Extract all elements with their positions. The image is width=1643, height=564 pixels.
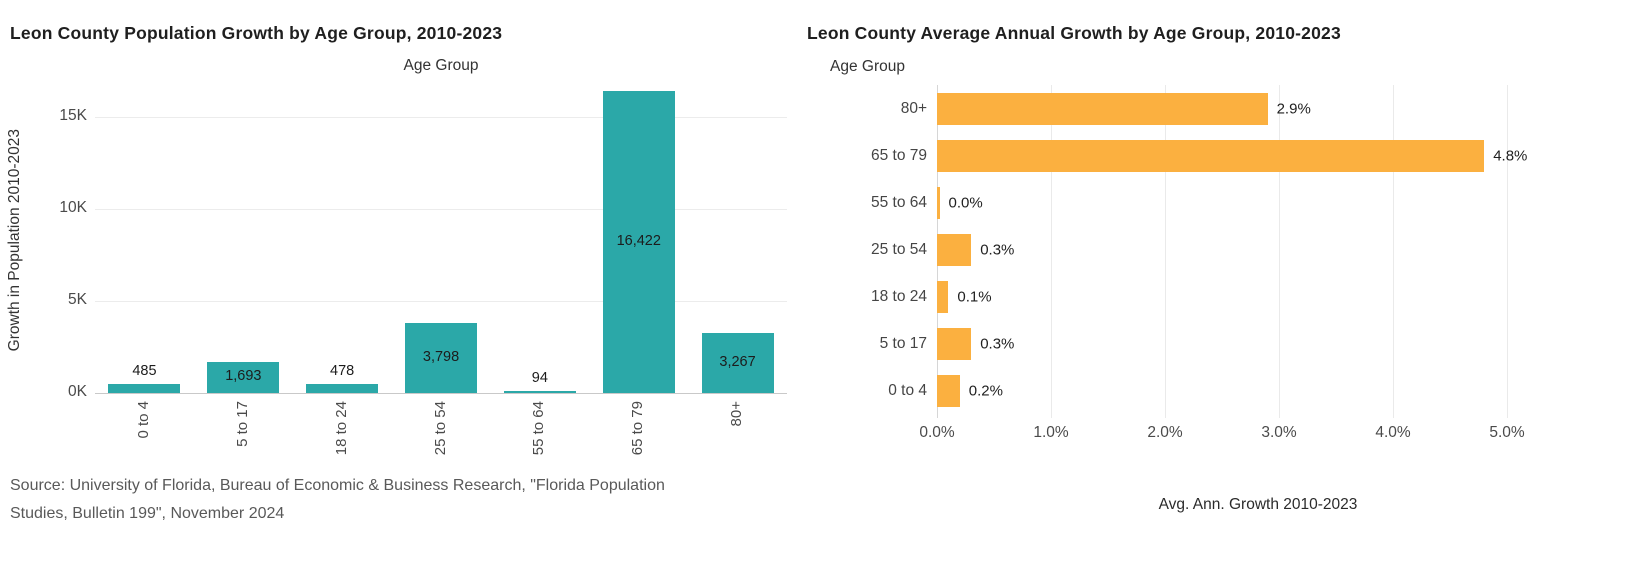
y-tick-label: 10K bbox=[59, 199, 87, 217]
bar[interactable] bbox=[937, 92, 1268, 125]
gridline-x bbox=[1393, 85, 1394, 418]
category-label: 0 to 4 bbox=[888, 381, 927, 399]
bar-value-label: 4.8% bbox=[1493, 147, 1528, 164]
chart-title: Leon County Average Annual Growth by Age… bbox=[807, 22, 1341, 43]
bar-row: 5 to 17 0.3% bbox=[805, 320, 1643, 367]
gridline-x bbox=[1507, 85, 1508, 418]
bar[interactable] bbox=[405, 323, 477, 393]
x-tick-label: 2.0% bbox=[1147, 424, 1183, 441]
x-tick-label: 1.0% bbox=[1033, 424, 1069, 441]
bar[interactable] bbox=[937, 327, 972, 360]
category-label: 25 to 54 bbox=[870, 240, 927, 258]
avg-annual-growth-chart: Leon County Average Annual Growth by Age… bbox=[805, 0, 1643, 564]
population-growth-chart: Leon County Population Growth by Age Gro… bbox=[0, 0, 800, 564]
bar-row: 0 to 4 0.2% bbox=[805, 367, 1643, 414]
bar-value-label: 0.2% bbox=[968, 382, 1003, 399]
bar[interactable] bbox=[937, 233, 972, 266]
bar-row: 18 to 24 0.1% bbox=[805, 273, 1643, 320]
bar[interactable] bbox=[306, 384, 379, 393]
bar-value-label: 0.3% bbox=[980, 241, 1015, 258]
bar-row: 25 to 54 0.3% bbox=[805, 226, 1643, 273]
gridline-y bbox=[95, 209, 787, 211]
y-tick-label: 15K bbox=[59, 107, 87, 125]
bar-value-label: 94 bbox=[531, 370, 548, 387]
plot-area: 80+ 2.9% 65 to 79 4.8% 55 to 64 0.0% 25 to 54 0… bbox=[805, 85, 1643, 414]
plot-area: 0K 5K 10K 15K 485 0 to 4 1,693 5 to 17 478 18 to … bbox=[59, 88, 787, 455]
bar-track: 0.0% bbox=[937, 186, 1507, 219]
category-label: 65 to 79 bbox=[870, 146, 927, 164]
gridline-y bbox=[95, 117, 787, 119]
source-note: Source: University of Florida, Bureau of… bbox=[10, 472, 800, 528]
category-axis-title: Age Group bbox=[830, 58, 905, 75]
bar-value-label: 0.3% bbox=[980, 335, 1015, 352]
bar-track: 0.2% bbox=[937, 374, 1507, 407]
x-tick-label: 0.0% bbox=[919, 424, 955, 441]
bar-track: 0.3% bbox=[937, 233, 1507, 266]
bar-track: 0.3% bbox=[937, 327, 1507, 360]
bar[interactable] bbox=[937, 139, 1485, 172]
bar-track: 2.9% bbox=[937, 92, 1507, 125]
bar[interactable] bbox=[602, 91, 675, 393]
bar-row: 80+ 2.9% bbox=[805, 85, 1643, 132]
gridline-y bbox=[95, 301, 787, 303]
bar-track: 4.8% bbox=[937, 139, 1527, 172]
x-axis-title: Avg. Ann. Growth 2010-2023 bbox=[1158, 496, 1358, 513]
bar-value-label: 1,693 bbox=[225, 368, 262, 385]
bar[interactable] bbox=[503, 391, 576, 393]
bar-track: 0.1% bbox=[937, 280, 1507, 313]
y-tick-label: 0K bbox=[68, 383, 87, 400]
gridline-y bbox=[95, 393, 787, 394]
gridline-x bbox=[1165, 85, 1166, 418]
bar-value-label: 478 bbox=[330, 363, 355, 380]
x-axis-ticks: 0.0% 1.0% 2.0% 3.0% 4.0% 5.0% bbox=[805, 424, 1643, 446]
y-axis-title: Growth in Population 2010-2023 bbox=[6, 129, 23, 352]
category-label: 80+ bbox=[900, 99, 927, 117]
category-label: 55 to 64 bbox=[870, 193, 927, 211]
bar-value-label: 3,798 bbox=[422, 349, 460, 366]
bar[interactable] bbox=[937, 374, 960, 407]
bar-value-label: 16,422 bbox=[616, 233, 661, 250]
category-label: 5 to 17 bbox=[879, 334, 927, 352]
source-line: Source: University of Florida, Bureau of… bbox=[10, 477, 665, 494]
bar-row: 65 to 79 4.8% bbox=[805, 132, 1643, 179]
bar-value-label: 485 bbox=[132, 363, 157, 380]
x-axis-title: Age Group bbox=[403, 57, 479, 74]
gridline-x bbox=[1279, 85, 1280, 418]
bar-row: 55 to 64 0.0% bbox=[805, 179, 1643, 226]
y-tick-label: 5K bbox=[68, 291, 87, 309]
gridline-x bbox=[1051, 85, 1052, 418]
bar[interactable] bbox=[207, 361, 280, 393]
bar-value-label: 0.0% bbox=[948, 194, 983, 211]
category-label: 18 to 24 bbox=[870, 287, 927, 305]
bar-value-label: 0.1% bbox=[957, 288, 992, 305]
x-tick-label: 3.0% bbox=[1261, 424, 1297, 441]
bar[interactable] bbox=[937, 186, 940, 219]
bar-value-label: 2.9% bbox=[1276, 100, 1311, 117]
bar-value-label: 3,267 bbox=[719, 354, 756, 370]
x-tick-label: 4.0% bbox=[1375, 424, 1411, 441]
bar[interactable] bbox=[701, 333, 774, 393]
x-tick-label: 5.0% bbox=[1489, 424, 1525, 441]
chart-title: Leon County Population Growth by Age Gro… bbox=[10, 22, 503, 43]
bar[interactable] bbox=[937, 280, 949, 313]
source-line: Studies, Bulletin 199", November 2024 bbox=[10, 505, 285, 522]
bar[interactable] bbox=[108, 384, 181, 393]
